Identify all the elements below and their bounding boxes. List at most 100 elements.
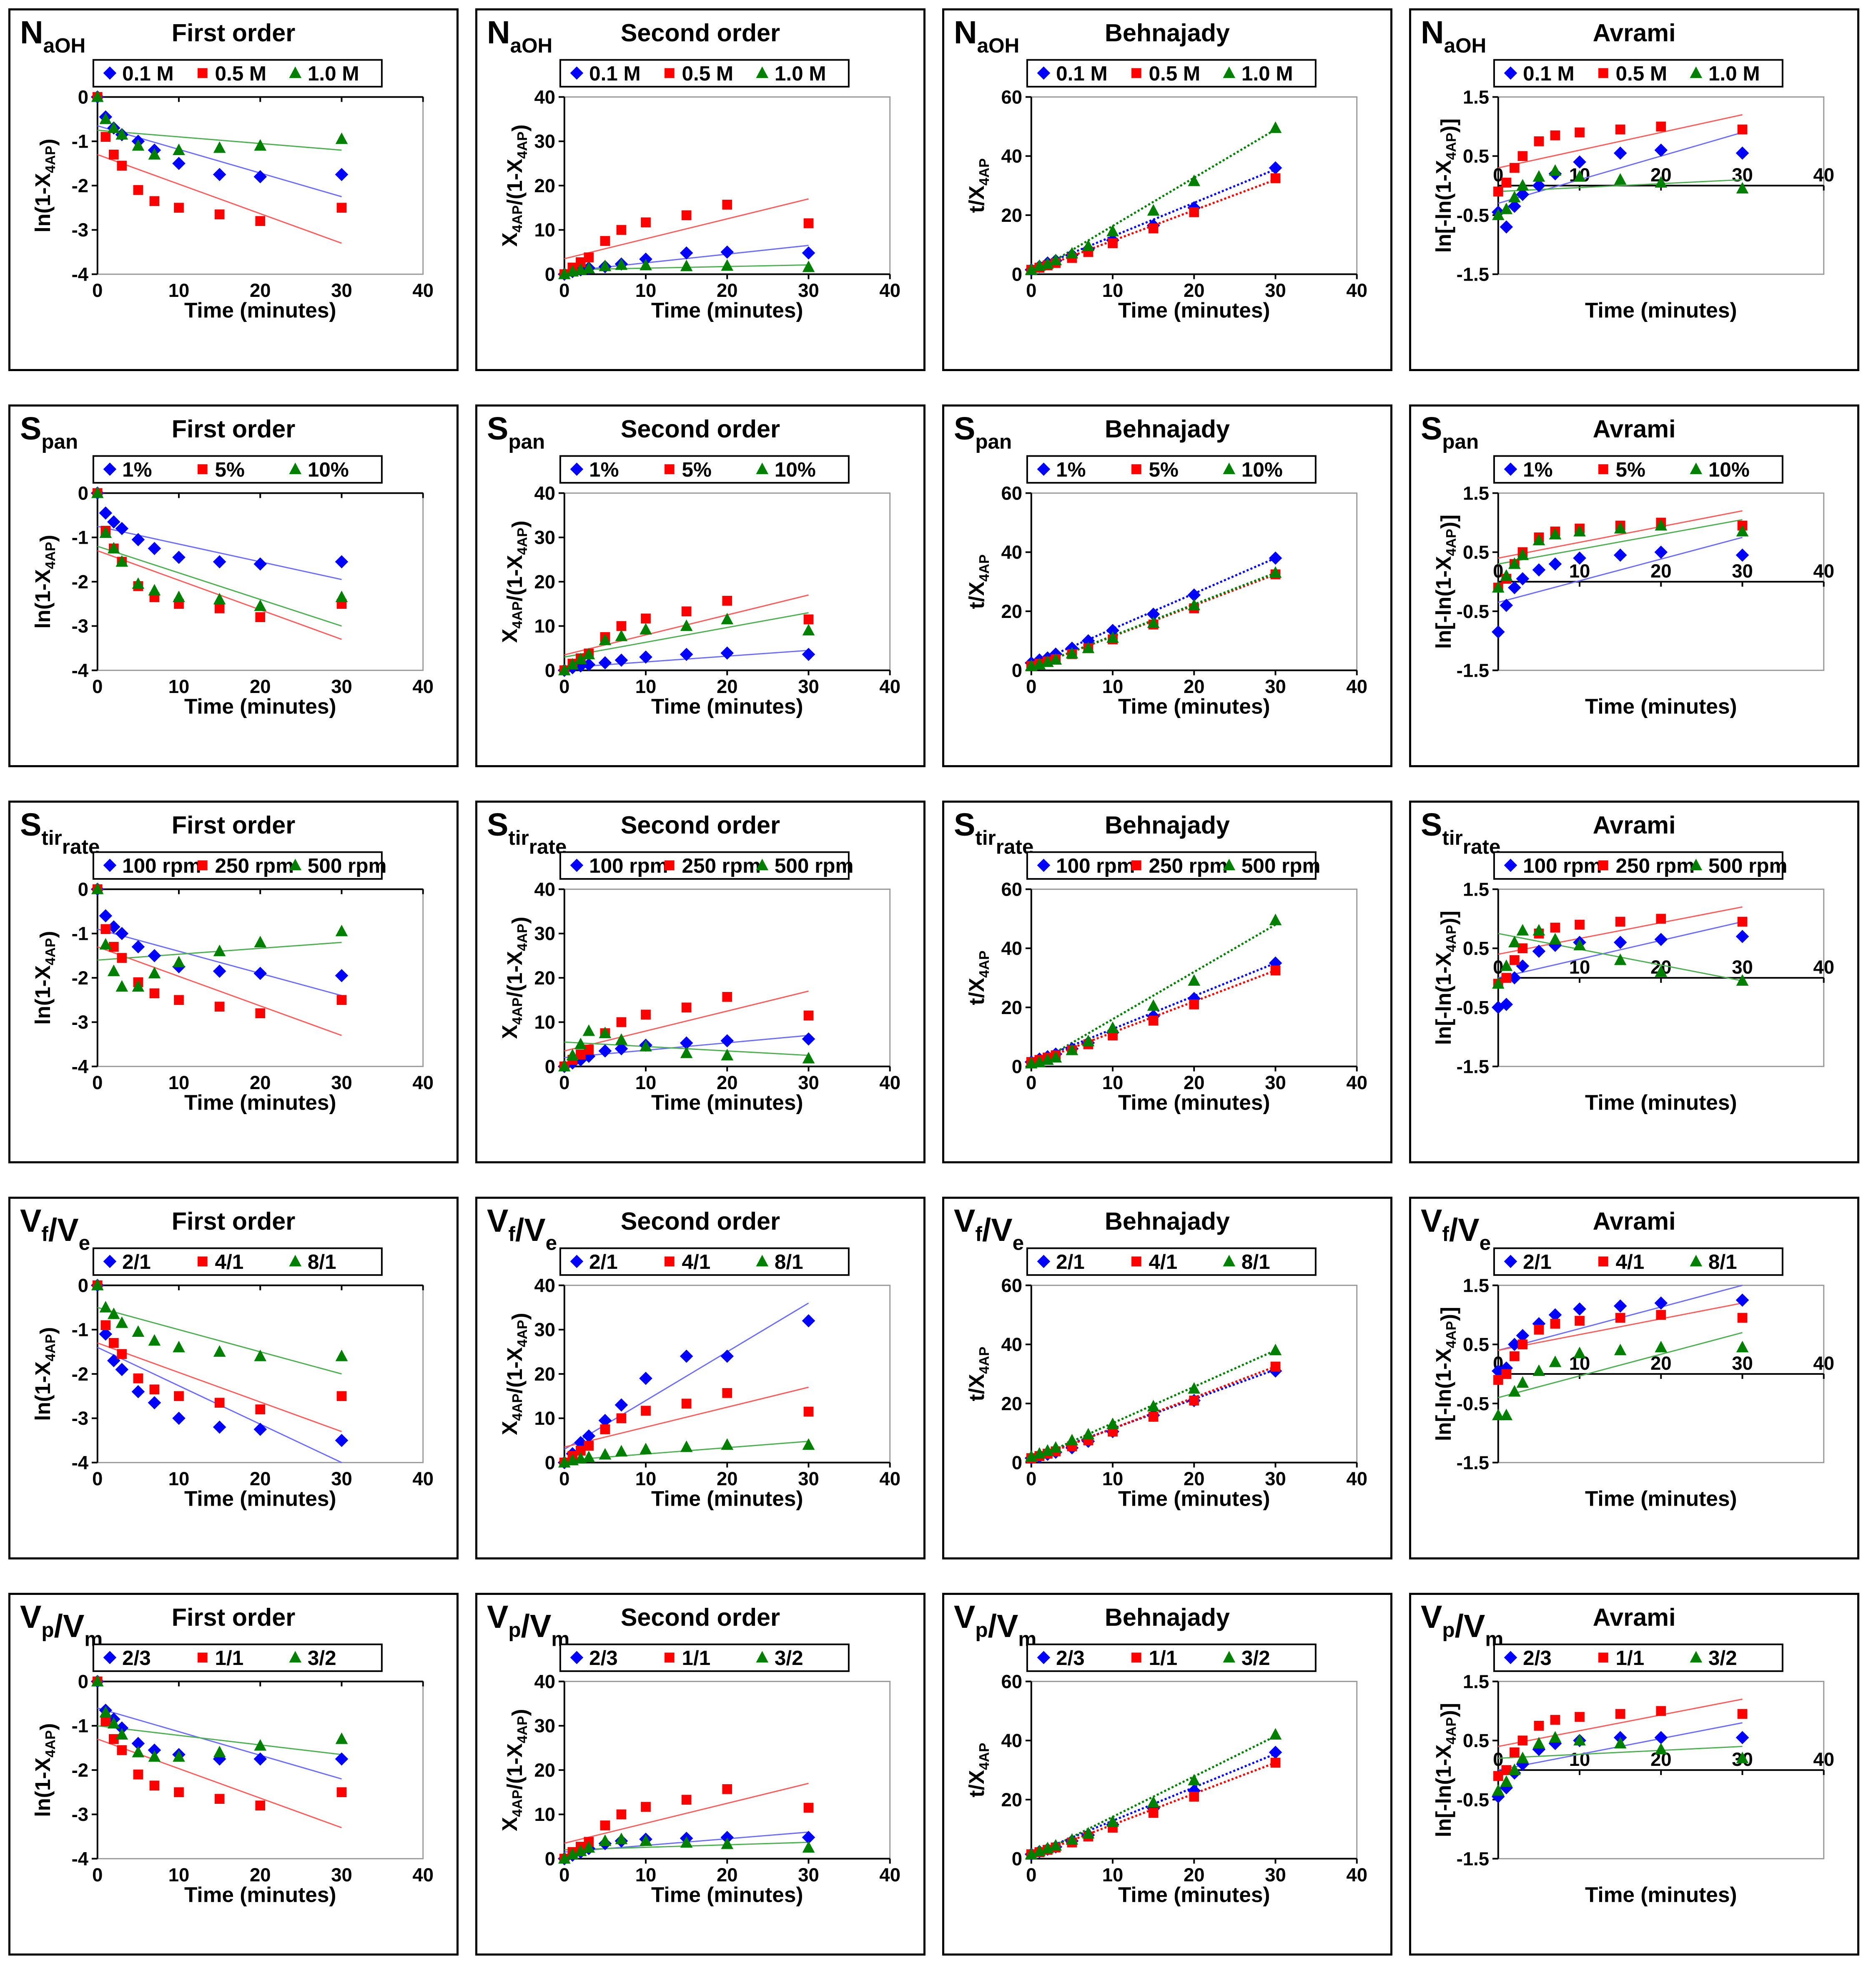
y-tick-label: -2	[72, 967, 88, 989]
chart-factor-title: Vp/Vm	[20, 1599, 103, 1650]
y-axis-label: ln(1-X4AP)	[30, 1723, 60, 1817]
y-tick-label: 0	[78, 1275, 88, 1296]
chart-model-title: First order	[172, 1603, 296, 1631]
x-tick-label: 30	[1265, 1468, 1286, 1489]
x-tick-label: 10	[635, 1864, 657, 1886]
legend-label: 0.5 M	[1616, 62, 1668, 85]
data-point-10	[802, 624, 815, 635]
x-tick-label: 40	[412, 1864, 434, 1886]
data-point-100-rpm	[253, 967, 267, 980]
data-point-1	[720, 646, 734, 660]
data-point-1-1	[1615, 1709, 1625, 1719]
x-tick-label: 40	[879, 1072, 900, 1093]
data-point-0-1-m	[720, 245, 734, 259]
legend-label: 8/1	[308, 1250, 336, 1273]
legend-label: 500 rpm	[775, 854, 854, 877]
data-point-250-rpm	[1615, 916, 1625, 927]
legend-marker	[570, 66, 584, 80]
data-point-4-1	[336, 1391, 347, 1401]
legend-marker	[1690, 1651, 1703, 1663]
data-point-1-1	[255, 1800, 266, 1810]
legend-marker	[570, 859, 584, 872]
y-axis-label: t/X4AP	[964, 555, 992, 609]
data-point-2-3	[115, 1721, 129, 1735]
data-point-10	[99, 526, 112, 538]
x-axis-label: Time (minutes)	[184, 1486, 336, 1510]
legend-marker	[665, 68, 675, 78]
data-point-500-rpm	[1188, 974, 1201, 986]
legend-marker	[756, 859, 769, 871]
chart-legend: 2/3 1/1 3/2	[92, 1643, 383, 1672]
legend-label: 100 rpm	[589, 854, 668, 877]
data-point-3-2	[1532, 1737, 1545, 1749]
x-tick-label: 10	[1569, 957, 1590, 978]
chart-model-title: Second order	[621, 1603, 780, 1631]
chart-svg: Span Behnajady 1% 5% 10% 0 20 40 60 0 10 20 30 40 Time…	[954, 411, 1367, 718]
chart-panel-span-first-order: Span First order 1% 5% 10% 0 -1 -2 -3 -4 0 10 20 30 40…	[8, 404, 459, 767]
data-point-250-rpm	[214, 1002, 225, 1012]
x-tick-label: 10	[168, 676, 190, 697]
y-tick-label: -0.5	[1457, 601, 1489, 622]
chart-model-title: Avrami	[1593, 19, 1676, 47]
data-point-1	[1269, 551, 1282, 565]
data-point-500-rpm	[1049, 1051, 1062, 1063]
data-point-4-1	[108, 1338, 119, 1348]
data-point-0-5-m	[1148, 223, 1159, 234]
data-point-250-rpm	[616, 1017, 627, 1027]
y-tick-label: 30	[534, 527, 555, 548]
y-tick-label: 40	[534, 879, 555, 900]
data-point-0-5-m	[1656, 121, 1666, 132]
y-tick-label: -1	[72, 923, 88, 944]
x-tick-label: 0	[92, 1468, 103, 1489]
data-point-3-2	[115, 1728, 128, 1740]
x-tick-label: 40	[1346, 280, 1367, 301]
data-point-10	[1500, 569, 1513, 581]
x-tick-label: 30	[798, 280, 819, 301]
x-tick-label: 0	[559, 1864, 569, 1886]
y-tick-label: 20	[1001, 997, 1022, 1018]
trend-line-3-2	[1498, 1745, 1743, 1759]
data-point-0-5-m	[575, 257, 586, 267]
data-point-0-5-m	[1509, 163, 1520, 173]
x-tick-label: 40	[1346, 676, 1367, 697]
x-axis-label: Time (minutes)	[1118, 694, 1270, 718]
data-point-1-1	[1737, 1709, 1748, 1719]
chart-panel-span-second-order: Span Second order 1% 5% 10% 0 10 20 30 40 0 10 20 30 4…	[475, 404, 925, 767]
x-tick-label: 0	[1026, 676, 1036, 697]
x-axis-label: Time (minutes)	[1118, 298, 1270, 322]
data-point-100-rpm	[335, 969, 349, 982]
chart-factor-title: Vf/Ve	[954, 1203, 1024, 1254]
x-tick-label: 20	[250, 676, 271, 697]
trend-line-3-2	[97, 1725, 342, 1755]
y-tick-label: 1.5	[1463, 86, 1489, 108]
y-tick-label: -2	[72, 175, 88, 196]
data-point-3-2	[1655, 1742, 1668, 1755]
legend-label: 500 rpm	[1241, 854, 1321, 877]
data-point-1-1	[600, 1820, 610, 1830]
chart-svg: Stirrate Second order 100 rpm 250 rpm 500 rp…	[487, 807, 900, 1114]
legend-label: 0.1 M	[1056, 62, 1108, 85]
data-point-0-5-m	[681, 210, 692, 221]
y-tick-label: 40	[534, 1275, 555, 1296]
x-tick-label: 0	[1026, 1072, 1036, 1093]
data-point-8-1	[1147, 1400, 1160, 1411]
y-tick-label: 0	[1012, 1056, 1022, 1077]
data-point-5	[255, 612, 266, 622]
x-axis-label: Time (minutes)	[1585, 298, 1737, 322]
legend-marker	[103, 1651, 117, 1665]
data-point-10	[213, 593, 226, 605]
data-point-3-2	[640, 1834, 652, 1846]
legend-marker	[665, 1256, 675, 1267]
chart-panel-span-behnajady: Span Behnajady 1% 5% 10% 0 20 40 60 0 10 20 30 40 Time…	[942, 404, 1392, 767]
x-tick-label: 30	[331, 1468, 352, 1489]
y-axis-label: ln[-ln(1-X4AP)]	[1431, 515, 1460, 649]
y-axis-label: t/X4AP	[964, 1347, 992, 1401]
x-tick-label: 20	[717, 1468, 738, 1489]
x-axis-label: Time (minutes)	[651, 1486, 803, 1510]
data-point-500-rpm	[1508, 936, 1521, 947]
data-point-2-1	[1573, 1302, 1586, 1316]
legend-label: 2/1	[122, 1250, 151, 1273]
legend-label: 0.5 M	[682, 62, 734, 85]
